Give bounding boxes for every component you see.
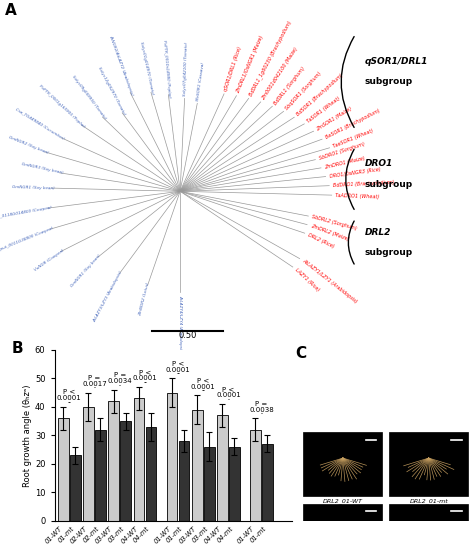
Text: Vu_Cauput_0011G38800 (Cowpea): Vu_Cauput_0011G38800 (Cowpea) xyxy=(0,226,55,257)
Text: TaeSOR1 (Wheat): TaeSOR1 (Wheat) xyxy=(332,128,374,149)
Text: P <: P < xyxy=(63,390,75,396)
Bar xyxy=(217,415,228,521)
Text: AtLAZY1/LZY1 (Arabidopsis): AtLAZY1/LZY1 (Arabidopsis) xyxy=(301,258,358,305)
Text: qSOR1/DRL1: qSOR1/DRL1 xyxy=(365,57,428,66)
Text: DRL2: DRL2 xyxy=(365,228,392,237)
Bar xyxy=(58,418,69,521)
Text: BdDRL1 (Sorghum): BdDRL1 (Sorghum) xyxy=(273,66,306,106)
Text: ZmNGR2 (Lotus): ZmNGR2 (Lotus) xyxy=(138,282,150,317)
Bar xyxy=(192,410,202,521)
Text: ZmDRO1 (Maize): ZmDRO1 (Maize) xyxy=(324,155,366,170)
Bar xyxy=(134,398,145,521)
Text: subgroup: subgroup xyxy=(365,249,413,257)
Bar xyxy=(120,421,131,521)
Text: GmNGR3 (Soy bean): GmNGR3 (Soy bean) xyxy=(21,163,64,175)
Text: subgroup: subgroup xyxy=(365,180,413,189)
Text: TaSOR1 (Wheat): TaSOR1 (Wheat) xyxy=(306,96,341,124)
Text: VuNGR (Cowpea): VuNGR (Cowpea) xyxy=(33,249,65,272)
Text: MeSOR1 (Cassava): MeSOR1 (Cassava) xyxy=(196,62,205,101)
Text: DRL2_01-mt: DRL2_01-mt xyxy=(410,498,448,504)
Bar xyxy=(83,407,94,521)
Text: SbqSOR1 (Sorghum): SbqSOR1 (Sorghum) xyxy=(284,71,322,111)
Text: ZmDRL2 (Maize): ZmDRL2 (Maize) xyxy=(310,223,349,242)
Text: SbDRO1 (Sorghum): SbDRO1 (Sorghum) xyxy=(318,142,365,161)
Text: 0.0038: 0.0038 xyxy=(249,407,274,413)
Text: 0.0034: 0.0034 xyxy=(108,378,132,384)
Text: GmNGR1 (Soy bean): GmNGR1 (Soy bean) xyxy=(12,185,55,190)
Bar xyxy=(229,447,240,521)
Text: subgroup: subgroup xyxy=(365,78,413,87)
Text: P <: P < xyxy=(222,387,235,392)
Bar xyxy=(179,441,189,521)
Text: Solyc09g069950 (Tomato): Solyc09g069950 (Tomato) xyxy=(71,75,106,121)
Bar xyxy=(95,430,106,521)
Text: 0.0001: 0.0001 xyxy=(191,383,216,390)
Text: GmNGR2 (Soy bean): GmNGR2 (Soy bean) xyxy=(8,135,49,155)
Bar xyxy=(389,433,468,496)
Text: C: C xyxy=(295,347,306,361)
Bar xyxy=(166,392,177,521)
Text: 0.0001: 0.0001 xyxy=(216,392,241,398)
Text: BdSOR1 (Brachypodium): BdSOR1 (Brachypodium) xyxy=(295,73,344,117)
Bar xyxy=(303,433,383,496)
Text: SbDRL2 (Sorghum): SbDRL2 (Sorghum) xyxy=(311,214,358,231)
Bar xyxy=(303,504,383,551)
Text: LAZY1 (Rice): LAZY1 (Rice) xyxy=(294,267,320,292)
Bar xyxy=(146,426,156,521)
Text: 0.0001: 0.0001 xyxy=(165,366,191,372)
Text: Solyc12g062970 (Tomato): Solyc12g062970 (Tomato) xyxy=(97,67,126,116)
Text: Solyc07g042100 (Tomato): Solyc07g042100 (Tomato) xyxy=(183,41,189,96)
Text: DRL2_01-WT: DRL2_01-WT xyxy=(323,498,363,504)
Text: AtLAZY4/LZY4 (Arabidopsis): AtLAZY4/LZY4 (Arabidopsis) xyxy=(178,295,182,353)
Text: ZmDRL1/OsNGR1 (Maize): ZmDRL1/OsNGR1 (Maize) xyxy=(236,35,264,94)
Text: BdDRL1_1g60230 (Brachypodium): BdDRL1_1g60230 (Brachypodium) xyxy=(248,20,292,98)
Text: DRL2 (Rice): DRL2 (Rice) xyxy=(307,232,335,249)
Text: ZmSOR1 (Maize): ZmSOR1 (Maize) xyxy=(316,106,353,132)
Bar xyxy=(70,455,81,521)
Text: 0.50: 0.50 xyxy=(178,331,196,340)
Text: Csa_TG449840 (Cucumber): Csa_TG449840 (Cucumber) xyxy=(15,107,65,141)
Text: qSOR1/DRL1 (Rice): qSOR1/DRL1 (Rice) xyxy=(223,46,242,92)
Text: PoPTR_0010s14980 (Poplar): PoPTR_0010s14980 (Poplar) xyxy=(162,39,171,98)
Text: Zm0001d042100 (Maize): Zm0001d042100 (Maize) xyxy=(261,46,299,101)
Text: 0.0017: 0.0017 xyxy=(82,381,107,387)
Bar xyxy=(250,430,261,521)
Text: PoPTR_0001g165905 (Poplar): PoPTR_0001g165905 (Poplar) xyxy=(38,84,86,128)
Text: B: B xyxy=(12,341,24,356)
Bar xyxy=(108,401,119,521)
Bar xyxy=(262,444,273,521)
Text: DRO1: DRO1 xyxy=(365,159,393,169)
Bar xyxy=(204,447,215,521)
Text: 0.0001: 0.0001 xyxy=(57,395,82,401)
Text: BeSOR1 (Brachypodium): BeSOR1 (Brachypodium) xyxy=(324,108,381,140)
Text: 0.0001: 0.0001 xyxy=(133,375,157,381)
Text: AtNGR2/AtLAZY2 (Arabidopsis): AtNGR2/AtLAZY2 (Arabidopsis) xyxy=(108,34,133,96)
Text: P <: P < xyxy=(172,361,184,367)
Text: Csa_0118G014800 (Cowpea): Csa_0118G014800 (Cowpea) xyxy=(0,206,52,220)
Text: P <: P < xyxy=(197,378,210,384)
Text: A: A xyxy=(5,3,17,18)
Text: DRO1/OsNGR3 (Rice): DRO1/OsNGR3 (Rice) xyxy=(329,166,381,179)
Text: Solyc01g014970 (Tomato): Solyc01g014970 (Tomato) xyxy=(138,41,154,95)
Text: GmNGR1 (Soy bean): GmNGR1 (Soy bean) xyxy=(70,254,102,288)
Text: P =: P = xyxy=(88,375,100,381)
Text: AtLAZY3/LZY3 (Arabidopsis): AtLAZY3/LZY3 (Arabidopsis) xyxy=(92,270,123,323)
Text: P <: P < xyxy=(139,370,151,376)
Text: P =: P = xyxy=(255,401,268,407)
Bar xyxy=(389,504,468,551)
Y-axis label: Root growth angle (θₕᴢᵃ): Root growth angle (θₕᴢᵃ) xyxy=(23,384,32,487)
Text: BdDRO1 (Brachypodium): BdDRO1 (Brachypodium) xyxy=(333,180,394,188)
Text: P =: P = xyxy=(114,372,126,379)
Text: TaADRO1 (Wheat): TaADRO1 (Wheat) xyxy=(336,193,380,199)
